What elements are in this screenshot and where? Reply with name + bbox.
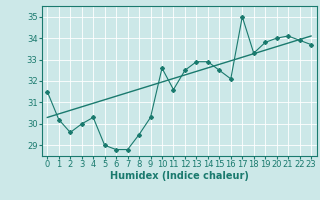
X-axis label: Humidex (Indice chaleur): Humidex (Indice chaleur) — [110, 171, 249, 181]
